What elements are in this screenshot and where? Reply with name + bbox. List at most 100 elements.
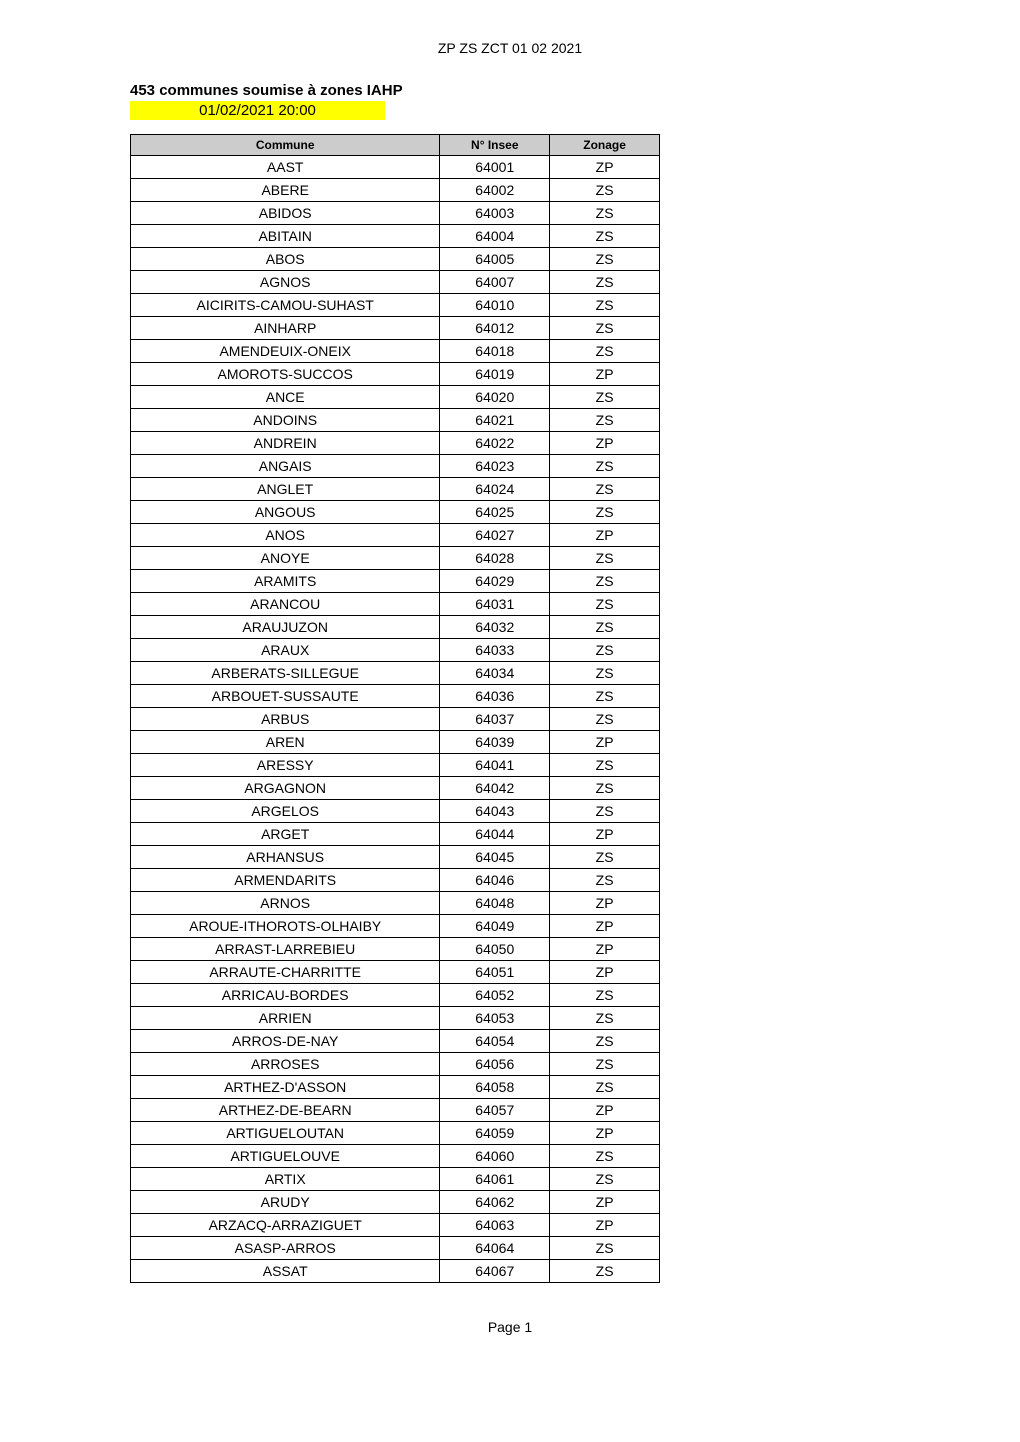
- cell-zonage: ZS: [550, 1053, 660, 1076]
- cell-zonage: ZS: [550, 800, 660, 823]
- table-row: AMENDEUIX-ONEIX64018ZS: [131, 340, 660, 363]
- cell-insee: 64021: [440, 409, 550, 432]
- cell-zonage: ZS: [550, 478, 660, 501]
- cell-zonage: ZP: [550, 731, 660, 754]
- cell-commune: ABERE: [131, 179, 440, 202]
- cell-zonage: ZP: [550, 156, 660, 179]
- cell-zonage: ZS: [550, 708, 660, 731]
- table-row: ASASP-ARROS64064ZS: [131, 1237, 660, 1260]
- cell-commune: ANGAIS: [131, 455, 440, 478]
- table-row: ARRICAU-BORDES64052ZS: [131, 984, 660, 1007]
- cell-zonage: ZP: [550, 823, 660, 846]
- cell-zonage: ZS: [550, 754, 660, 777]
- table-row: AICIRITS-CAMOU-SUHAST64010ZS: [131, 294, 660, 317]
- cell-zonage: ZS: [550, 869, 660, 892]
- cell-zonage: ZS: [550, 340, 660, 363]
- cell-zonage: ZS: [550, 685, 660, 708]
- cell-insee: 64028: [440, 547, 550, 570]
- document-header: ZP ZS ZCT 01 02 2021: [130, 40, 890, 56]
- cell-insee: 64050: [440, 938, 550, 961]
- cell-insee: 64022: [440, 432, 550, 455]
- cell-insee: 64003: [440, 202, 550, 225]
- cell-commune: ARAUX: [131, 639, 440, 662]
- cell-insee: 64010: [440, 294, 550, 317]
- cell-zonage: ZS: [550, 455, 660, 478]
- cell-commune: ARHANSUS: [131, 846, 440, 869]
- table-row: ANDREIN64022ZP: [131, 432, 660, 455]
- table-row: ARTHEZ-D'ASSON64058ZS: [131, 1076, 660, 1099]
- table-row: ANOS64027ZP: [131, 524, 660, 547]
- cell-zonage: ZP: [550, 1122, 660, 1145]
- table-row: ABITAIN64004ZS: [131, 225, 660, 248]
- cell-commune: ARROS-DE-NAY: [131, 1030, 440, 1053]
- cell-insee: 64004: [440, 225, 550, 248]
- table-row: ARBOUET-SUSSAUTE64036ZS: [131, 685, 660, 708]
- cell-commune: ARGAGNON: [131, 777, 440, 800]
- table-row: ABERE64002ZS: [131, 179, 660, 202]
- cell-zonage: ZS: [550, 179, 660, 202]
- cell-commune: ARRAUTE-CHARRITTE: [131, 961, 440, 984]
- cell-insee: 64048: [440, 892, 550, 915]
- cell-zonage: ZS: [550, 570, 660, 593]
- cell-commune: ANOYE: [131, 547, 440, 570]
- cell-commune: ARBERATS-SILLEGUE: [131, 662, 440, 685]
- page-footer: Page 1: [130, 1319, 890, 1335]
- cell-commune: ABOS: [131, 248, 440, 271]
- cell-insee: 64063: [440, 1214, 550, 1237]
- cell-commune: ARGELOS: [131, 800, 440, 823]
- col-header-insee: N° Insee: [440, 135, 550, 156]
- cell-insee: 64053: [440, 1007, 550, 1030]
- cell-zonage: ZP: [550, 432, 660, 455]
- cell-insee: 64058: [440, 1076, 550, 1099]
- cell-zonage: ZS: [550, 1030, 660, 1053]
- cell-insee: 64052: [440, 984, 550, 1007]
- subtitle-row: 01/02/2021 20:00: [130, 101, 890, 120]
- table-row: ARTIX64061ZS: [131, 1168, 660, 1191]
- cell-zonage: ZP: [550, 892, 660, 915]
- cell-commune: ARAUJUZON: [131, 616, 440, 639]
- cell-insee: 64059: [440, 1122, 550, 1145]
- table-row: ABOS64005ZS: [131, 248, 660, 271]
- cell-insee: 64054: [440, 1030, 550, 1053]
- cell-zonage: ZP: [550, 1214, 660, 1237]
- cell-commune: ARTHEZ-D'ASSON: [131, 1076, 440, 1099]
- cell-commune: ANDREIN: [131, 432, 440, 455]
- cell-insee: 64029: [440, 570, 550, 593]
- cell-zonage: ZP: [550, 961, 660, 984]
- date-highlight: 01/02/2021 20:00: [130, 101, 385, 120]
- cell-commune: ABITAIN: [131, 225, 440, 248]
- table-row: ARNOS64048ZP: [131, 892, 660, 915]
- cell-zonage: ZP: [550, 363, 660, 386]
- cell-commune: ARNOS: [131, 892, 440, 915]
- cell-insee: 64002: [440, 179, 550, 202]
- cell-zonage: ZS: [550, 271, 660, 294]
- table-row: ARESSY64041ZS: [131, 754, 660, 777]
- cell-zonage: ZP: [550, 1099, 660, 1122]
- communes-table: Commune N° Insee Zonage AAST64001ZPABERE…: [130, 134, 660, 1283]
- cell-zonage: ZS: [550, 386, 660, 409]
- cell-insee: 64024: [440, 478, 550, 501]
- cell-zonage: ZS: [550, 409, 660, 432]
- cell-commune: AMOROTS-SUCCOS: [131, 363, 440, 386]
- table-row: ARTIGUELOUTAN64059ZP: [131, 1122, 660, 1145]
- cell-zonage: ZS: [550, 501, 660, 524]
- cell-zonage: ZS: [550, 1145, 660, 1168]
- cell-insee: 64033: [440, 639, 550, 662]
- cell-zonage: ZP: [550, 915, 660, 938]
- cell-insee: 64041: [440, 754, 550, 777]
- cell-zonage: ZS: [550, 1168, 660, 1191]
- cell-commune: ARTIX: [131, 1168, 440, 1191]
- table-row: ASSAT64067ZS: [131, 1260, 660, 1283]
- cell-zonage: ZS: [550, 317, 660, 340]
- table-row: ARROSES64056ZS: [131, 1053, 660, 1076]
- cell-commune: ANDOINS: [131, 409, 440, 432]
- table-row: ANCE64020ZS: [131, 386, 660, 409]
- cell-insee: 64057: [440, 1099, 550, 1122]
- table-row: ARZACQ-ARRAZIGUET64063ZP: [131, 1214, 660, 1237]
- cell-commune: ASASP-ARROS: [131, 1237, 440, 1260]
- cell-zonage: ZS: [550, 1260, 660, 1283]
- table-row: ARGET64044ZP: [131, 823, 660, 846]
- table-row: ARANCOU64031ZS: [131, 593, 660, 616]
- cell-insee: 64061: [440, 1168, 550, 1191]
- table-row: AREN64039ZP: [131, 731, 660, 754]
